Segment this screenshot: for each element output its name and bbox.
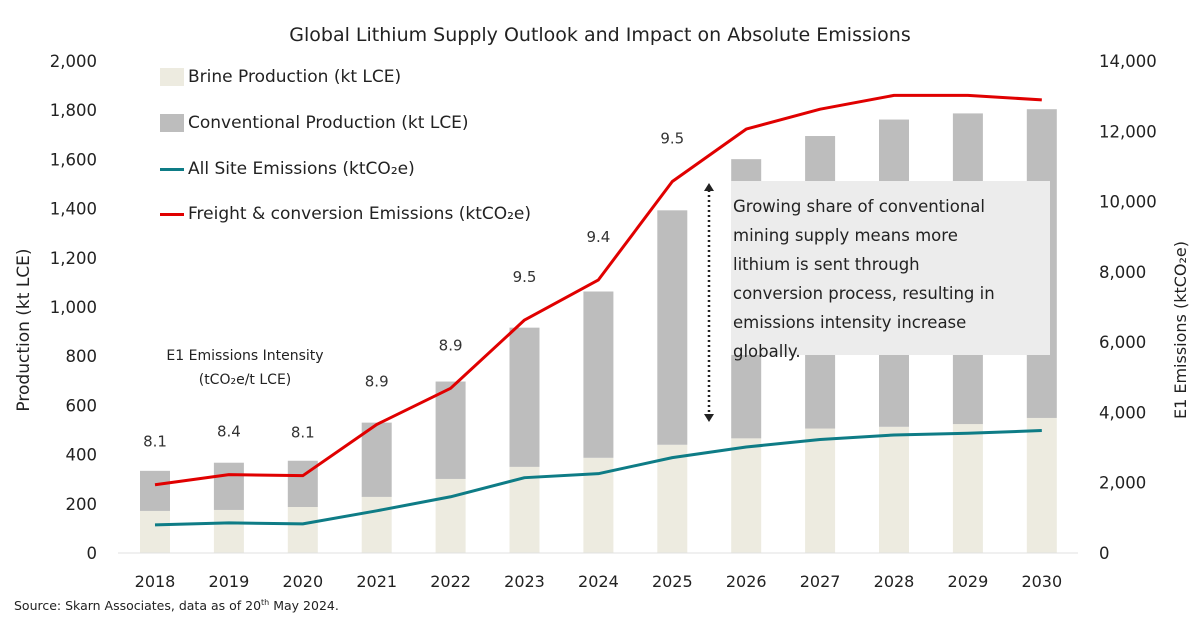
source-note: Source: Skarn Associates, data as of 20t… bbox=[14, 598, 339, 613]
legend-freight: Freight & conversion Emissions (ktCO₂e) bbox=[160, 204, 531, 224]
legend-all-site: All Site Emissions (ktCO₂e) bbox=[160, 159, 415, 179]
source-tail: May 2024. bbox=[269, 598, 339, 614]
x-tick-label: 2028 bbox=[874, 572, 915, 591]
annotation-line: lithium is sent through bbox=[733, 255, 920, 274]
intensity-label-2024: 9.4 bbox=[586, 228, 610, 246]
y-tick-label: 2,000 bbox=[50, 52, 97, 71]
legend-conventional: Conventional Production (kt LCE) bbox=[160, 113, 469, 133]
chart-title: Global Lithium Supply Outlook and Impact… bbox=[289, 24, 911, 46]
legend-label: Freight & conversion Emissions (ktCO₂e) bbox=[188, 204, 532, 224]
y2-tick-label: 10,000 bbox=[1099, 193, 1157, 212]
y2-tick-label: 12,000 bbox=[1099, 122, 1157, 141]
y-tick-label: 400 bbox=[66, 446, 98, 465]
y-tick-label: 1,000 bbox=[50, 298, 97, 317]
intensity-label-2021: 8.9 bbox=[365, 372, 389, 390]
intensity-heading-unit: (tCO₂e/t LCE) bbox=[198, 372, 292, 388]
x-tick-label: 2027 bbox=[800, 572, 841, 591]
legend-line-all-site bbox=[160, 167, 184, 171]
legend-line-freight bbox=[160, 212, 184, 216]
intensity-label-2019: 8.4 bbox=[217, 423, 241, 441]
annotation-line: globally. bbox=[733, 342, 801, 361]
y2-tick-label: 14,000 bbox=[1099, 52, 1157, 71]
bar-brine-2020 bbox=[287, 506, 318, 553]
intensity-label-2023: 9.5 bbox=[513, 268, 537, 286]
bar-conventional-2022 bbox=[435, 381, 466, 479]
y2-axis-title: E1 Emissions (ktCO₂e) bbox=[1171, 241, 1190, 419]
intensity-heading: E1 Emissions Intensity (tCO₂e/t LCE) bbox=[140, 344, 350, 392]
legend-label: All Site Emissions (ktCO₂e) bbox=[188, 159, 415, 179]
source-sup: th bbox=[261, 598, 270, 607]
legend-swatch-conventional bbox=[160, 114, 184, 132]
y2-tick-label: 6,000 bbox=[1099, 333, 1146, 352]
legend-label: Brine Production (kt LCE) bbox=[188, 67, 402, 87]
bar-conventional-2018 bbox=[140, 470, 170, 511]
annotation: Growing share of conventional mining sup… bbox=[733, 192, 995, 366]
x-tick-label: 2030 bbox=[1021, 572, 1062, 591]
arrow-head-up bbox=[704, 183, 714, 191]
intensity-label-2018: 8.1 bbox=[143, 433, 167, 451]
y-tick-label: 0 bbox=[87, 544, 98, 563]
annotation-box bbox=[731, 181, 1050, 355]
source-text: Source: Skarn Associates, data as of 20 bbox=[14, 598, 262, 614]
annotation-line: emissions intensity increase bbox=[733, 313, 967, 332]
y2-tick-label: 4,000 bbox=[1099, 403, 1146, 422]
legend-label: Conventional Production (kt LCE) bbox=[188, 113, 469, 133]
y2-tick-label: 0 bbox=[1099, 544, 1110, 563]
y-tick-label: 600 bbox=[66, 396, 98, 415]
intensity-heading-line: E1 Emissions Intensity bbox=[166, 348, 324, 364]
intensity-label-2025: 9.5 bbox=[660, 130, 684, 148]
x-tick-label: 2026 bbox=[726, 572, 767, 591]
bar-brine-2018 bbox=[140, 510, 170, 553]
annotation-line: conversion process, resulting in bbox=[733, 284, 995, 303]
y2-tick-label: 8,000 bbox=[1099, 263, 1146, 282]
bar-conventional-2025 bbox=[657, 210, 688, 445]
bar-brine-2022 bbox=[435, 478, 466, 553]
y-tick-label: 1,600 bbox=[50, 150, 97, 169]
bar-brine-2026 bbox=[731, 438, 762, 553]
arrow-head-down bbox=[704, 414, 714, 422]
intensity-label-2020: 8.1 bbox=[291, 424, 315, 442]
bar-brine-2029 bbox=[952, 424, 983, 553]
y-tick-label: 1,800 bbox=[50, 101, 97, 120]
annotation-line: Growing share of conventional bbox=[733, 197, 985, 216]
annotation-line: mining supply means more bbox=[733, 226, 958, 245]
y-axis-title: Production (kt LCE) bbox=[14, 248, 34, 411]
bar-brine-2019 bbox=[213, 509, 244, 553]
x-tick-label: 2025 bbox=[652, 572, 693, 591]
legend-brine: Brine Production (kt LCE) bbox=[160, 67, 401, 87]
y-tick-label: 1,200 bbox=[50, 249, 97, 268]
x-tick-label: 2022 bbox=[430, 572, 471, 591]
bar-conventional-2023 bbox=[509, 327, 540, 467]
x-tick-label: 2019 bbox=[209, 572, 250, 591]
bar-brine-2030 bbox=[1026, 417, 1057, 553]
y-tick-label: 200 bbox=[66, 495, 98, 514]
x-tick-label: 2020 bbox=[282, 572, 323, 591]
y-tick-label: 1,400 bbox=[50, 200, 97, 219]
x-tick-label: 2018 bbox=[135, 572, 176, 591]
bar-brine-2021 bbox=[361, 496, 392, 553]
bar-brine-2027 bbox=[805, 428, 836, 553]
x-tick-label: 2021 bbox=[356, 572, 397, 591]
bar-conventional-2021 bbox=[361, 422, 392, 497]
bar-brine-2025 bbox=[657, 444, 688, 553]
x-tick-label: 2023 bbox=[504, 572, 545, 591]
y2-tick-label: 2,000 bbox=[1099, 474, 1146, 493]
legend-swatch-brine bbox=[160, 68, 184, 86]
y-tick-label: 800 bbox=[66, 347, 98, 366]
x-tick-label: 2029 bbox=[948, 572, 989, 591]
intensity-label-2022: 8.9 bbox=[439, 336, 463, 354]
bar-brine-2028 bbox=[879, 426, 909, 553]
x-tick-label: 2024 bbox=[578, 572, 619, 591]
bar-conventional-2019 bbox=[213, 462, 244, 510]
bar-conventional-2024 bbox=[583, 291, 614, 458]
